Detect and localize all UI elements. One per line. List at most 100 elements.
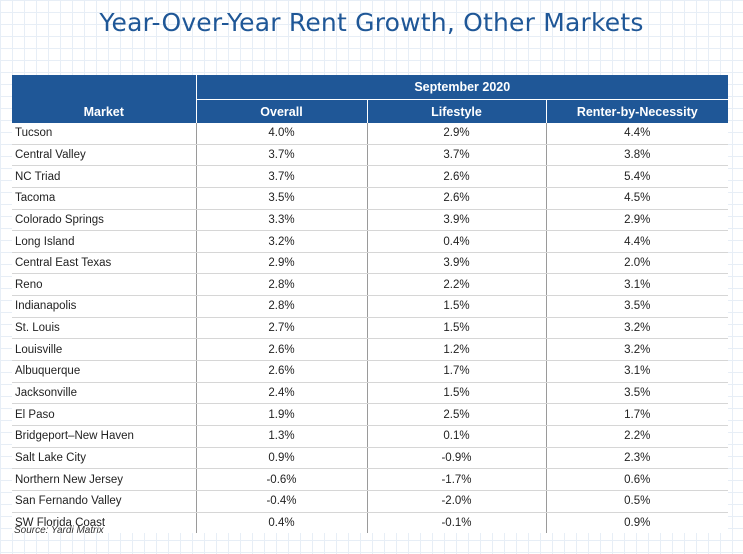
cell-renter-by-necessity: 3.1% [545, 360, 729, 383]
cell-lifestyle: -1.7% [366, 468, 546, 491]
cell-lifestyle: 3.9% [366, 252, 546, 275]
cell-renter-by-necessity: 2.2% [545, 425, 729, 448]
table-row: Long Island 3.2% 0.4% 4.4% [12, 230, 729, 253]
cell-renter-by-necessity: 3.1% [545, 273, 729, 297]
cell-market: Indianapolis [12, 295, 196, 318]
cell-renter-by-necessity: 3.2% [545, 317, 729, 340]
cell-renter-by-necessity: 5.4% [545, 165, 729, 188]
table-row: St. Louis 2.7% 1.5% 3.2% [12, 317, 729, 340]
cell-market: Northern New Jersey [12, 468, 196, 491]
cell-renter-by-necessity: 1.7% [545, 403, 729, 426]
cell-renter-by-necessity: 2.3% [545, 447, 729, 470]
cell-market: Salt Lake City [12, 447, 196, 470]
cell-lifestyle: 3.7% [366, 144, 546, 167]
rent-growth-table: Market September 2020 Overall Lifestyle … [12, 75, 729, 534]
cell-overall: 2.6% [195, 360, 367, 383]
cell-renter-by-necessity: 0.5% [545, 490, 729, 513]
cell-overall: 2.9% [195, 252, 367, 275]
cell-overall: 2.6% [195, 338, 367, 362]
table-row: Salt Lake City 0.9% -0.9% 2.3% [12, 447, 729, 470]
cell-market: SW Florida Coast [15, 516, 106, 529]
table-row: Central East Texas 2.9% 3.9% 2.0% [12, 252, 729, 275]
cell-market: St. Louis [12, 317, 196, 340]
cell-market: Louisville [12, 338, 196, 362]
column-header-renter-by-necessity: Renter-by-Necessity [545, 99, 729, 123]
table-body: Tucson 4.0% 2.9% 4.4% Central Valley 3.7% 3.7%… [12, 123, 729, 534]
cell-lifestyle: 2.6% [366, 165, 546, 188]
source-note: Source: Yardi Matrix [14, 525, 104, 536]
cell-lifestyle: -2.0% [366, 490, 546, 513]
cell-overall: 0.4% [195, 512, 367, 534]
cell-lifestyle: 2.2% [366, 273, 546, 297]
cell-market: Bridgeport–New Haven [12, 425, 196, 448]
cell-lifestyle: 2.5% [366, 403, 546, 426]
table-row: Northern New Jersey -0.6% -1.7% 0.6% [12, 468, 729, 491]
cell-overall: 4.0% [195, 123, 367, 145]
cell-lifestyle: 1.2% [366, 338, 546, 362]
cell-lifestyle: -0.9% [366, 447, 546, 470]
table-row: Tacoma 3.5% 2.6% 4.5% [12, 187, 729, 210]
cell-overall: 1.9% [195, 403, 367, 426]
cell-market: Central Valley [12, 144, 196, 167]
cell-renter-by-necessity: 4.4% [545, 123, 729, 145]
cell-lifestyle: 1.5% [366, 382, 546, 405]
cell-overall: 2.8% [195, 295, 367, 318]
cell-overall: 1.3% [195, 425, 367, 448]
cell-lifestyle: 2.6% [366, 187, 546, 210]
cell-renter-by-necessity: 4.4% [545, 230, 729, 253]
table-row: Indianapolis 2.8% 1.5% 3.5% [12, 295, 729, 318]
cell-market: NC Triad [12, 165, 196, 188]
cell-overall: 3.3% [195, 209, 367, 232]
cell-overall: 3.7% [195, 165, 367, 188]
table-row: Albuquerque 2.6% 1.7% 3.1% [12, 360, 729, 383]
cell-market: Albuquerque [12, 360, 196, 383]
table-row: Reno 2.8% 2.2% 3.1% [12, 273, 729, 297]
cell-lifestyle: 0.4% [366, 230, 546, 253]
cell-overall: 3.2% [195, 230, 367, 253]
cell-overall: -0.4% [195, 490, 367, 513]
cell-renter-by-necessity: 3.5% [545, 382, 729, 405]
cell-renter-by-necessity: 0.6% [545, 468, 729, 491]
cell-overall: 2.7% [195, 317, 367, 340]
table-row: Bridgeport–New Haven 1.3% 0.1% 2.2% [12, 425, 729, 448]
cell-market: Jacksonville [12, 382, 196, 405]
chart-title: Year-Over-Year Rent Growth, Other Market… [99, 8, 644, 37]
cell-overall: 3.7% [195, 144, 367, 167]
table-row: San Fernando Valley -0.4% -2.0% 0.5% [12, 490, 729, 513]
table-row: Louisville 2.6% 1.2% 3.2% [12, 338, 729, 362]
column-header-lifestyle: Lifestyle [366, 99, 546, 123]
cell-market: El Paso [12, 403, 196, 426]
cell-overall: 0.9% [195, 447, 367, 470]
cell-renter-by-necessity: 0.9% [545, 512, 729, 534]
cell-market: Colorado Springs [12, 209, 196, 232]
table-row: SW Florida Coast 0.4% -0.1% 0.9% [12, 512, 729, 534]
cell-renter-by-necessity: 3.5% [545, 295, 729, 318]
cell-lifestyle: 1.7% [366, 360, 546, 383]
cell-market: Tacoma [12, 187, 196, 210]
cell-renter-by-necessity: 2.9% [545, 209, 729, 232]
cell-renter-by-necessity: 3.2% [545, 338, 729, 362]
table-row: Tucson 4.0% 2.9% 4.4% [12, 123, 729, 145]
cell-lifestyle: 0.1% [366, 425, 546, 448]
cell-market: Tucson [12, 123, 196, 145]
cell-market: Central East Texas [12, 252, 196, 275]
cell-lifestyle: 1.5% [366, 295, 546, 318]
cell-market: Long Island [12, 230, 196, 253]
table-row: Central Valley 3.7% 3.7% 3.8% [12, 144, 729, 167]
cell-overall: -0.6% [195, 468, 367, 491]
table-row: El Paso 1.9% 2.5% 1.7% [12, 403, 729, 426]
cell-market: San Fernando Valley [12, 490, 196, 513]
cell-lifestyle: 3.9% [366, 209, 546, 232]
column-header-overall: Overall [195, 99, 367, 123]
rent-growth-table-container: Market September 2020 Overall Lifestyle … [12, 75, 729, 534]
cell-market: Reno [12, 273, 196, 297]
cell-overall: 3.5% [195, 187, 367, 210]
cell-overall: 2.8% [195, 273, 367, 297]
column-header-market: Market [12, 75, 196, 123]
group-header-period: September 2020 [195, 75, 729, 101]
table-row: NC Triad 3.7% 2.6% 5.4% [12, 165, 729, 188]
table-row: Jacksonville 2.4% 1.5% 3.5% [12, 382, 729, 405]
cell-lifestyle: -0.1% [366, 512, 546, 534]
cell-lifestyle: 1.5% [366, 317, 546, 340]
cell-overall: 2.4% [195, 382, 367, 405]
